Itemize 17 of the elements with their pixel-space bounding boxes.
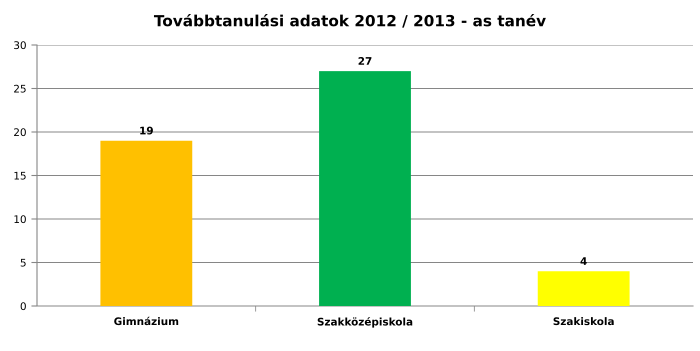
- y-tick-label: 30: [14, 41, 26, 50]
- chart-title: Továbbtanulási adatok 2012 / 2013 - as tanév: [154, 14, 546, 28]
- x-tick-label: Gimnázium: [114, 316, 178, 326]
- bar: [319, 71, 411, 306]
- y-tick-label: 5: [20, 258, 26, 267]
- y-tick-label: 20: [14, 128, 26, 136]
- data-label: 19: [140, 126, 153, 135]
- bar: [538, 271, 630, 306]
- x-tick-label: Szakközépiskola: [318, 317, 412, 328]
- data-label: 27: [358, 57, 372, 65]
- y-tick-label: 15: [14, 172, 26, 180]
- x-tick-label: Szakiskola: [554, 317, 614, 326]
- bar: [100, 140, 192, 306]
- y-tick-label: 0: [20, 302, 26, 310]
- y-tick-label: 10: [14, 215, 26, 224]
- y-tick-label: 25: [14, 84, 26, 93]
- data-label: 4: [580, 257, 587, 265]
